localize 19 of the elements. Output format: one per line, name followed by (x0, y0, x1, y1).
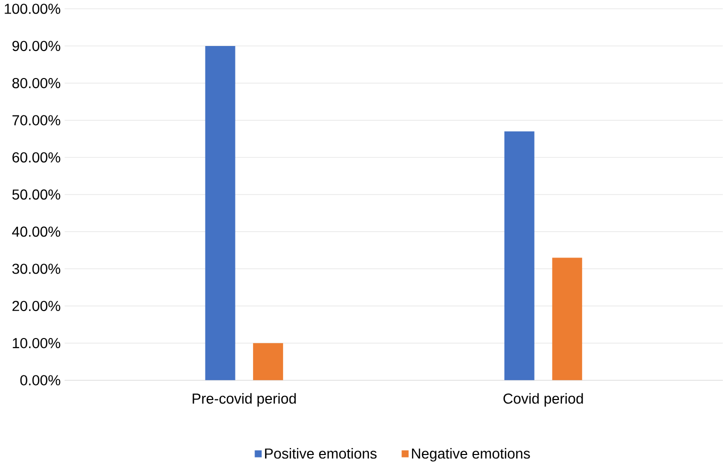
bar (253, 343, 284, 380)
y-tick-label: 30.00% (12, 264, 60, 274)
y-tick-label: 100.00% (4, 4, 60, 14)
y-tick-label: 80.00% (12, 78, 60, 88)
y-tick-label: 90.00% (12, 41, 60, 52)
y-tick-label: 0.00% (20, 375, 60, 386)
x-tick-label: Covid period (503, 393, 583, 407)
bar (552, 258, 582, 380)
y-tick-label: 50.00% (12, 190, 60, 200)
y-tick-label: 20.00% (12, 301, 60, 312)
legend-label: Positive emotions (265, 448, 377, 459)
bar (205, 46, 236, 380)
y-tick-label: 70.00% (12, 115, 60, 126)
legend-label: Negative emotions (412, 448, 530, 462)
y-tick-label: 10.00% (12, 338, 60, 348)
x-tick-label: Pre-covid period (192, 393, 296, 407)
y-tick-label: 60.00% (12, 152, 60, 163)
bar (504, 132, 534, 380)
y-tick-label: 40.00% (12, 226, 60, 237)
